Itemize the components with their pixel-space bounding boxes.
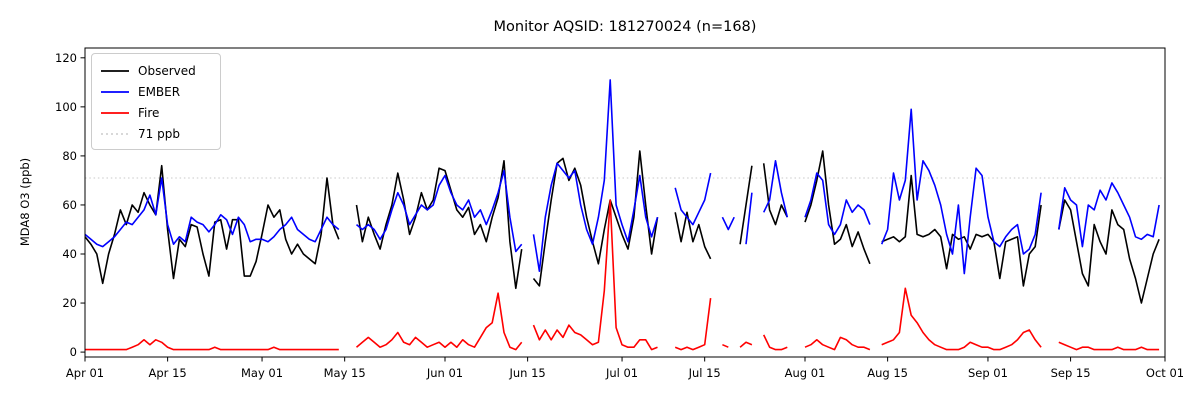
legend-item-label: Observed [138,63,196,78]
x-tick-label: Oct 01 [1146,366,1184,380]
series-line-fire [85,199,1160,351]
legend-item: Observed [100,60,212,81]
legend-item: Fire [100,102,212,123]
x-tick-label: Apr 01 [66,366,104,380]
x-tick-label: May 01 [241,366,283,380]
y-tick-label: 0 [70,345,77,359]
x-tick-label: Sep 15 [1051,366,1091,380]
chart-title: Monitor AQSID: 181270024 (n=168) [493,19,757,35]
legend-line-sample [101,90,129,93]
x-tick-label: May 15 [324,366,366,380]
legend-item: 71 ppb [100,123,212,144]
x-tick-label: Sep 01 [968,366,1008,380]
y-tick-label: 60 [62,198,77,212]
series-line-ember [84,79,1160,275]
legend-item-label: EMBER [138,84,181,99]
y-axis-label: MDA8 O3 (ppb) [18,157,32,247]
legend-line-sample [101,69,129,72]
legend-item: EMBER [100,81,212,102]
y-tick-label: 40 [62,247,77,261]
y-tick-label: 100 [55,100,77,114]
y-tick-label: 80 [62,149,77,163]
legend-item-label: Fire [138,105,160,120]
legend-line-sample [101,132,129,135]
y-tick-label: 20 [62,296,77,310]
x-tick-label: Jun 01 [426,366,463,380]
x-tick-label: Aug 01 [785,366,826,380]
legend-item-label: 71 ppb [138,126,180,141]
plot-border [84,47,1166,358]
x-tick-label: Jul 15 [688,366,721,380]
legend: Observed EMBER Fire 71 ppb [91,53,221,150]
x-tick-label: Apr 15 [149,366,187,380]
x-tick-label: Jul 01 [605,366,638,380]
x-tick-label: Jun 15 [508,366,545,380]
legend-line-sample [101,111,129,114]
x-tick-label: Aug 15 [867,366,908,380]
y-tick-label: 120 [55,51,77,65]
